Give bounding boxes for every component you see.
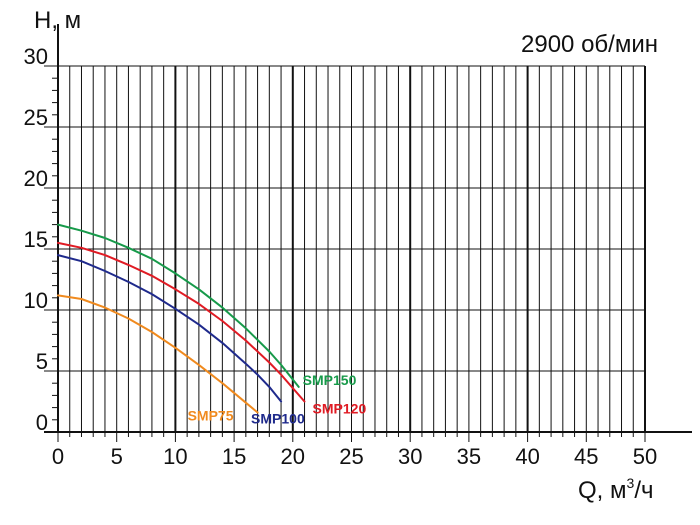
y-tick-label: 10 bbox=[24, 288, 48, 313]
x-tick-label: 40 bbox=[515, 444, 539, 469]
x-tick-label: 15 bbox=[222, 444, 246, 469]
y-tick-label: 30 bbox=[24, 44, 48, 69]
curves bbox=[57, 223, 306, 414]
x-tick-label: 45 bbox=[574, 444, 598, 469]
x-tick-label: 10 bbox=[163, 444, 187, 469]
curve-labels: SMP75 SMP100 SMP120 SMP150 bbox=[188, 372, 367, 427]
y-tick-label: 5 bbox=[36, 349, 48, 374]
curve-smp120 bbox=[57, 241, 306, 403]
curve-label-smp100: SMP100 bbox=[251, 411, 305, 427]
y-tick-label: 20 bbox=[24, 166, 48, 191]
x-tick-label: 35 bbox=[457, 444, 481, 469]
minor-grid bbox=[58, 65, 645, 432]
x-tick-label: 50 bbox=[633, 444, 657, 469]
x-axis-label-sup: 3 bbox=[627, 475, 635, 491]
curve-smp150 bbox=[57, 223, 300, 388]
tick-labels: 0 5 10 15 20 25 30 35 40 45 50 0 5 10 15 20 25 30 bbox=[24, 44, 658, 469]
x-tick-label: 5 bbox=[111, 444, 123, 469]
y-tick-label: 25 bbox=[24, 105, 48, 130]
x-tick-label: 20 bbox=[281, 444, 305, 469]
x-tick-label: 0 bbox=[52, 444, 64, 469]
x-axis-label-main: Q, м bbox=[578, 477, 627, 504]
curve-label-smp150: SMP150 bbox=[303, 372, 357, 388]
curve-label-smp120: SMP120 bbox=[313, 401, 367, 417]
y-axis-label: H, м bbox=[34, 7, 81, 34]
major-grid bbox=[174, 66, 646, 432]
speed-label: 2900 об/мин bbox=[521, 31, 658, 58]
x-tick-label: 30 bbox=[398, 444, 422, 469]
y-tick-label: 15 bbox=[24, 227, 48, 252]
curve-label-smp75: SMP75 bbox=[188, 407, 234, 423]
y-tick-label: 0 bbox=[36, 410, 48, 435]
x-tick-label: 25 bbox=[339, 444, 363, 469]
curve-smp75 bbox=[57, 294, 259, 414]
curve-smp100 bbox=[57, 254, 283, 403]
axes bbox=[44, 24, 692, 442]
x-axis-label: Q, м3/ч bbox=[578, 475, 653, 504]
x-axis-label-tail: /ч bbox=[634, 477, 653, 504]
